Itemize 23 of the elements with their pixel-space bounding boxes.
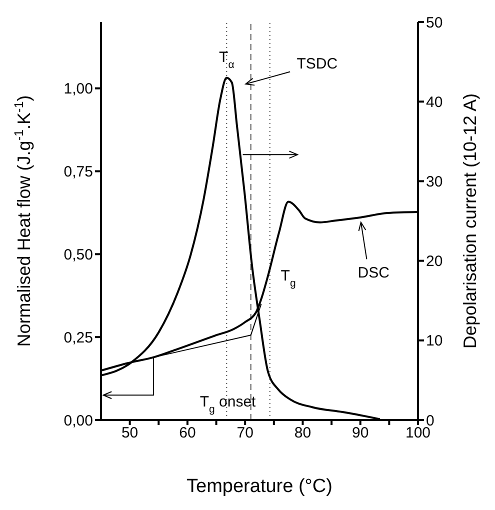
annotation: T$_{α}$ [219, 48, 234, 71]
y2-tick-label: 50 [426, 14, 443, 32]
y-tick-label: 0,75 [64, 164, 93, 181]
y2-axis-title: Depolarisation current (10-12 A) [460, 93, 480, 349]
y2-tick-label: 30 [426, 174, 443, 191]
x-tick-label: 100 [405, 424, 431, 442]
y-tick-label: 1,00 [64, 80, 93, 98]
y2-tick-label: 20 [426, 253, 443, 270]
annotation: T$_{g}$ [280, 268, 296, 290]
y2-tick-label: 10 [426, 332, 443, 350]
x-tick-label: 90 [352, 424, 369, 442]
y-tick-label: 0,00 [64, 412, 93, 430]
x-tick-label: 80 [294, 424, 312, 442]
annotation: TSDC [296, 55, 338, 72]
x-tick-label: 60 [179, 424, 196, 442]
annotation: T$_{g}$ onset [200, 394, 257, 416]
y2-tick-label: 40 [426, 94, 443, 111]
x-tick-label: 70 [236, 424, 254, 442]
x-tick-label: 50 [121, 424, 138, 442]
y-tick-label: 0,25 [64, 329, 93, 346]
x-axis-title: Temperature (°C) [186, 476, 332, 497]
y-tick-label: 0,50 [64, 246, 93, 264]
annotation: DSC [358, 264, 390, 282]
